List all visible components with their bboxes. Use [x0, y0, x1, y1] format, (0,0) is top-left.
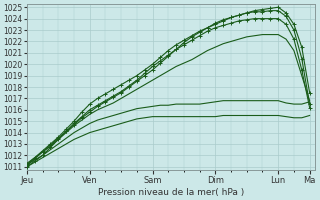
X-axis label: Pression niveau de la mer( hPa ): Pression niveau de la mer( hPa )	[98, 188, 244, 197]
